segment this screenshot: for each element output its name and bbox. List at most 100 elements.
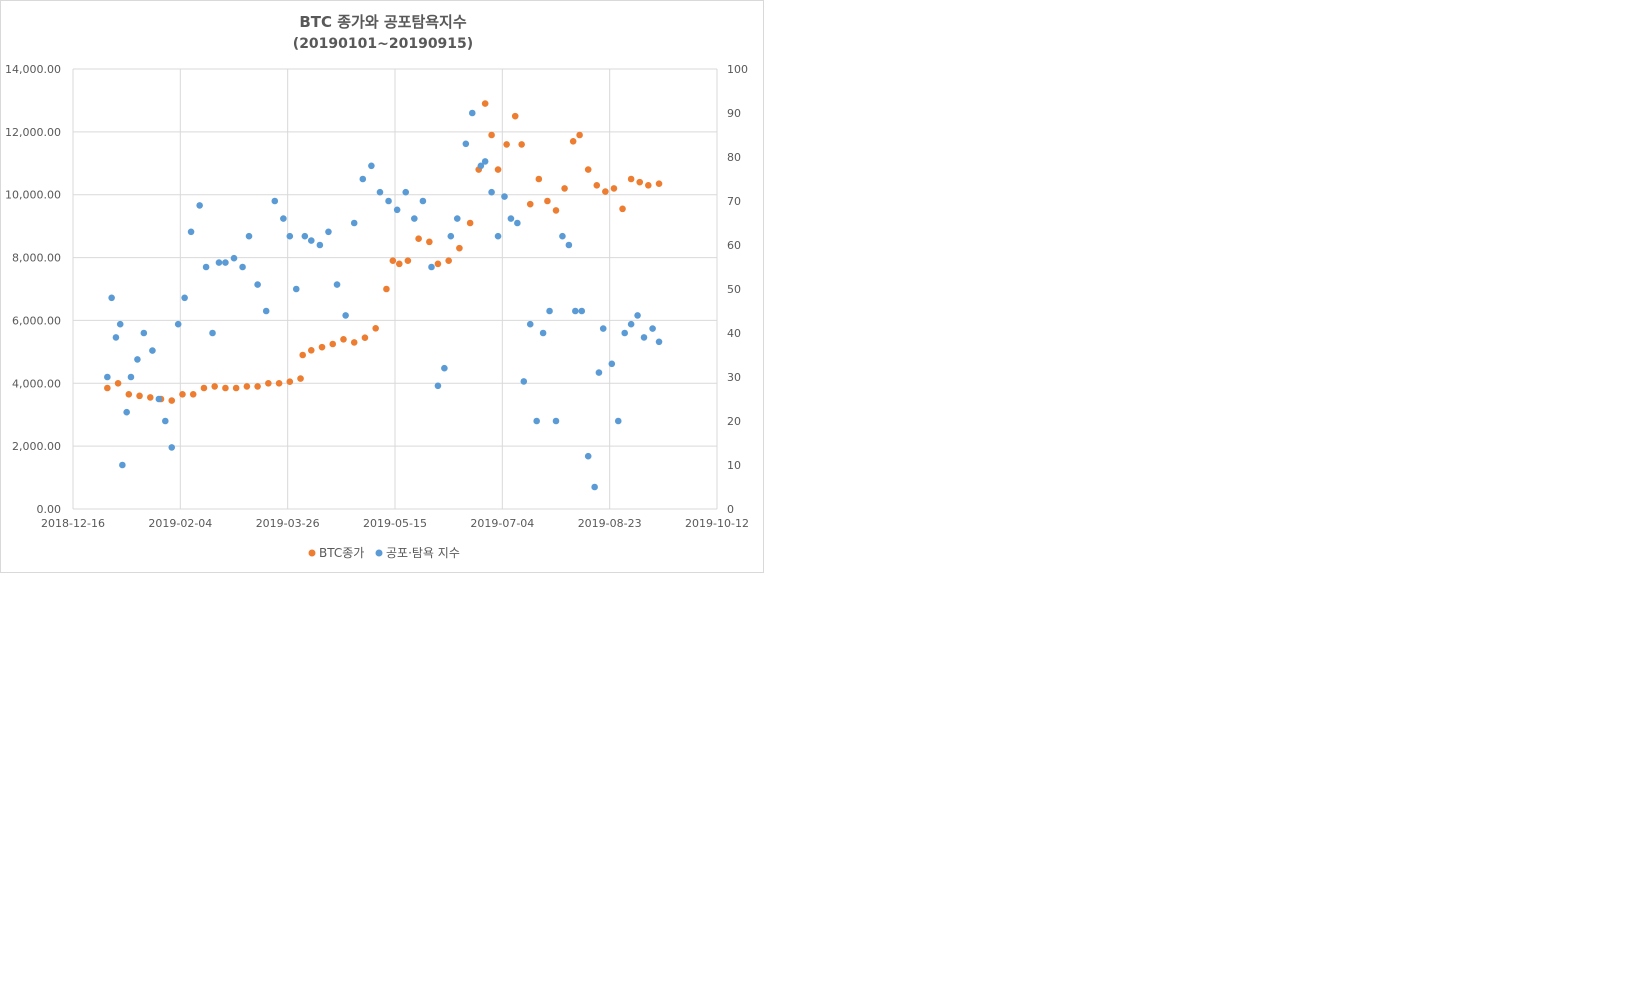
data-point	[552, 417, 560, 425]
data-point	[655, 180, 663, 188]
data-point	[619, 205, 626, 213]
data-point	[526, 320, 534, 328]
data-point	[125, 390, 133, 398]
data-point	[146, 394, 154, 401]
data-point	[108, 294, 115, 302]
data-point	[569, 137, 577, 145]
data-point	[526, 200, 534, 208]
x-tick-label: 2019-07-04	[470, 517, 534, 530]
data-point	[576, 131, 583, 139]
data-point	[395, 260, 403, 268]
data-point	[211, 383, 218, 390]
data-point	[649, 325, 656, 332]
data-point	[140, 329, 148, 337]
data-point	[325, 228, 332, 236]
y-right-tick-label: 40	[727, 327, 741, 340]
data-point	[627, 320, 635, 328]
series-btc-close	[104, 100, 663, 404]
data-point	[518, 141, 525, 148]
data-point	[280, 215, 287, 222]
data-point	[209, 329, 216, 337]
data-point	[614, 417, 622, 425]
data-point	[602, 188, 609, 195]
data-point	[245, 232, 253, 240]
data-point	[254, 281, 261, 288]
y-right-tick-label: 70	[727, 195, 741, 208]
data-point	[307, 346, 315, 354]
data-point	[544, 197, 551, 205]
data-point	[168, 444, 176, 451]
data-point	[230, 254, 238, 262]
data-point	[262, 307, 270, 315]
data-point	[254, 383, 261, 390]
data-point	[215, 259, 223, 266]
data-point	[572, 307, 579, 315]
data-point	[232, 384, 240, 392]
data-point	[372, 324, 379, 332]
data-point	[222, 259, 229, 266]
chart-container: BTC 종가와 공포탐욕지수 (20190101~20190915) 0.00 2…	[0, 0, 764, 573]
data-point	[340, 335, 347, 343]
y-left-tick-label: 10,000.00	[5, 189, 61, 202]
data-point	[477, 162, 485, 170]
data-point	[488, 131, 495, 139]
data-point	[640, 334, 648, 341]
chart-svg: BTC 종가와 공포탐욕지수 (20190101~20190915) 0.002…	[5, 13, 749, 560]
y-right-tick-label: 90	[727, 107, 741, 120]
data-point	[466, 219, 474, 227]
data-point	[415, 235, 422, 243]
data-point	[271, 197, 279, 205]
data-point	[419, 197, 427, 205]
data-point	[359, 175, 367, 183]
data-point	[202, 263, 210, 271]
data-point	[565, 241, 573, 249]
data-point	[136, 392, 143, 400]
data-point	[385, 197, 392, 205]
data-point	[434, 382, 442, 390]
data-point	[119, 461, 126, 469]
legend-label-btc: BTC종가	[319, 546, 364, 560]
data-point	[292, 285, 300, 293]
data-point	[636, 178, 644, 186]
x-tick-label: 2019-02-04	[148, 517, 212, 530]
data-point	[383, 285, 390, 293]
data-point	[621, 329, 628, 337]
data-point	[608, 360, 616, 368]
legend-marker-fear-greed	[375, 549, 383, 557]
data-point	[488, 188, 495, 196]
data-point	[552, 207, 560, 214]
data-point	[297, 375, 304, 382]
series-fear-greed	[104, 109, 663, 491]
data-point	[301, 232, 309, 240]
data-point	[533, 417, 540, 425]
chart-subtitle: (20190101~20190915)	[293, 36, 473, 52]
data-point	[187, 228, 195, 236]
data-point	[116, 320, 124, 328]
data-point	[591, 483, 598, 491]
data-point	[404, 257, 412, 265]
data-point	[494, 166, 502, 173]
data-point	[155, 395, 163, 403]
data-point	[286, 378, 294, 386]
x-axis: 2018-12-16 2019-02-04 2019-03-26 2019-05-15…	[41, 517, 749, 530]
data-point	[368, 162, 375, 170]
data-point	[168, 397, 176, 404]
data-point	[514, 219, 521, 227]
y-left-tick-label: 14,000.00	[5, 63, 61, 76]
data-point	[393, 206, 401, 214]
data-point	[196, 202, 203, 209]
data-point	[610, 185, 618, 192]
x-tick-label: 2019-10-12	[685, 517, 749, 530]
data-point	[535, 175, 543, 183]
data-point	[329, 340, 337, 348]
data-point	[333, 281, 341, 288]
y-left-tick-label: 6,000.00	[12, 314, 61, 327]
data-point	[511, 112, 519, 120]
gridlines	[72, 68, 718, 510]
data-point	[127, 373, 135, 381]
data-point	[445, 257, 452, 265]
data-point	[104, 384, 111, 392]
y-axis-right: 0 10 20 30 40 50 60 70 80 90 100	[727, 63, 748, 516]
data-point	[468, 109, 476, 117]
data-point	[162, 417, 169, 425]
